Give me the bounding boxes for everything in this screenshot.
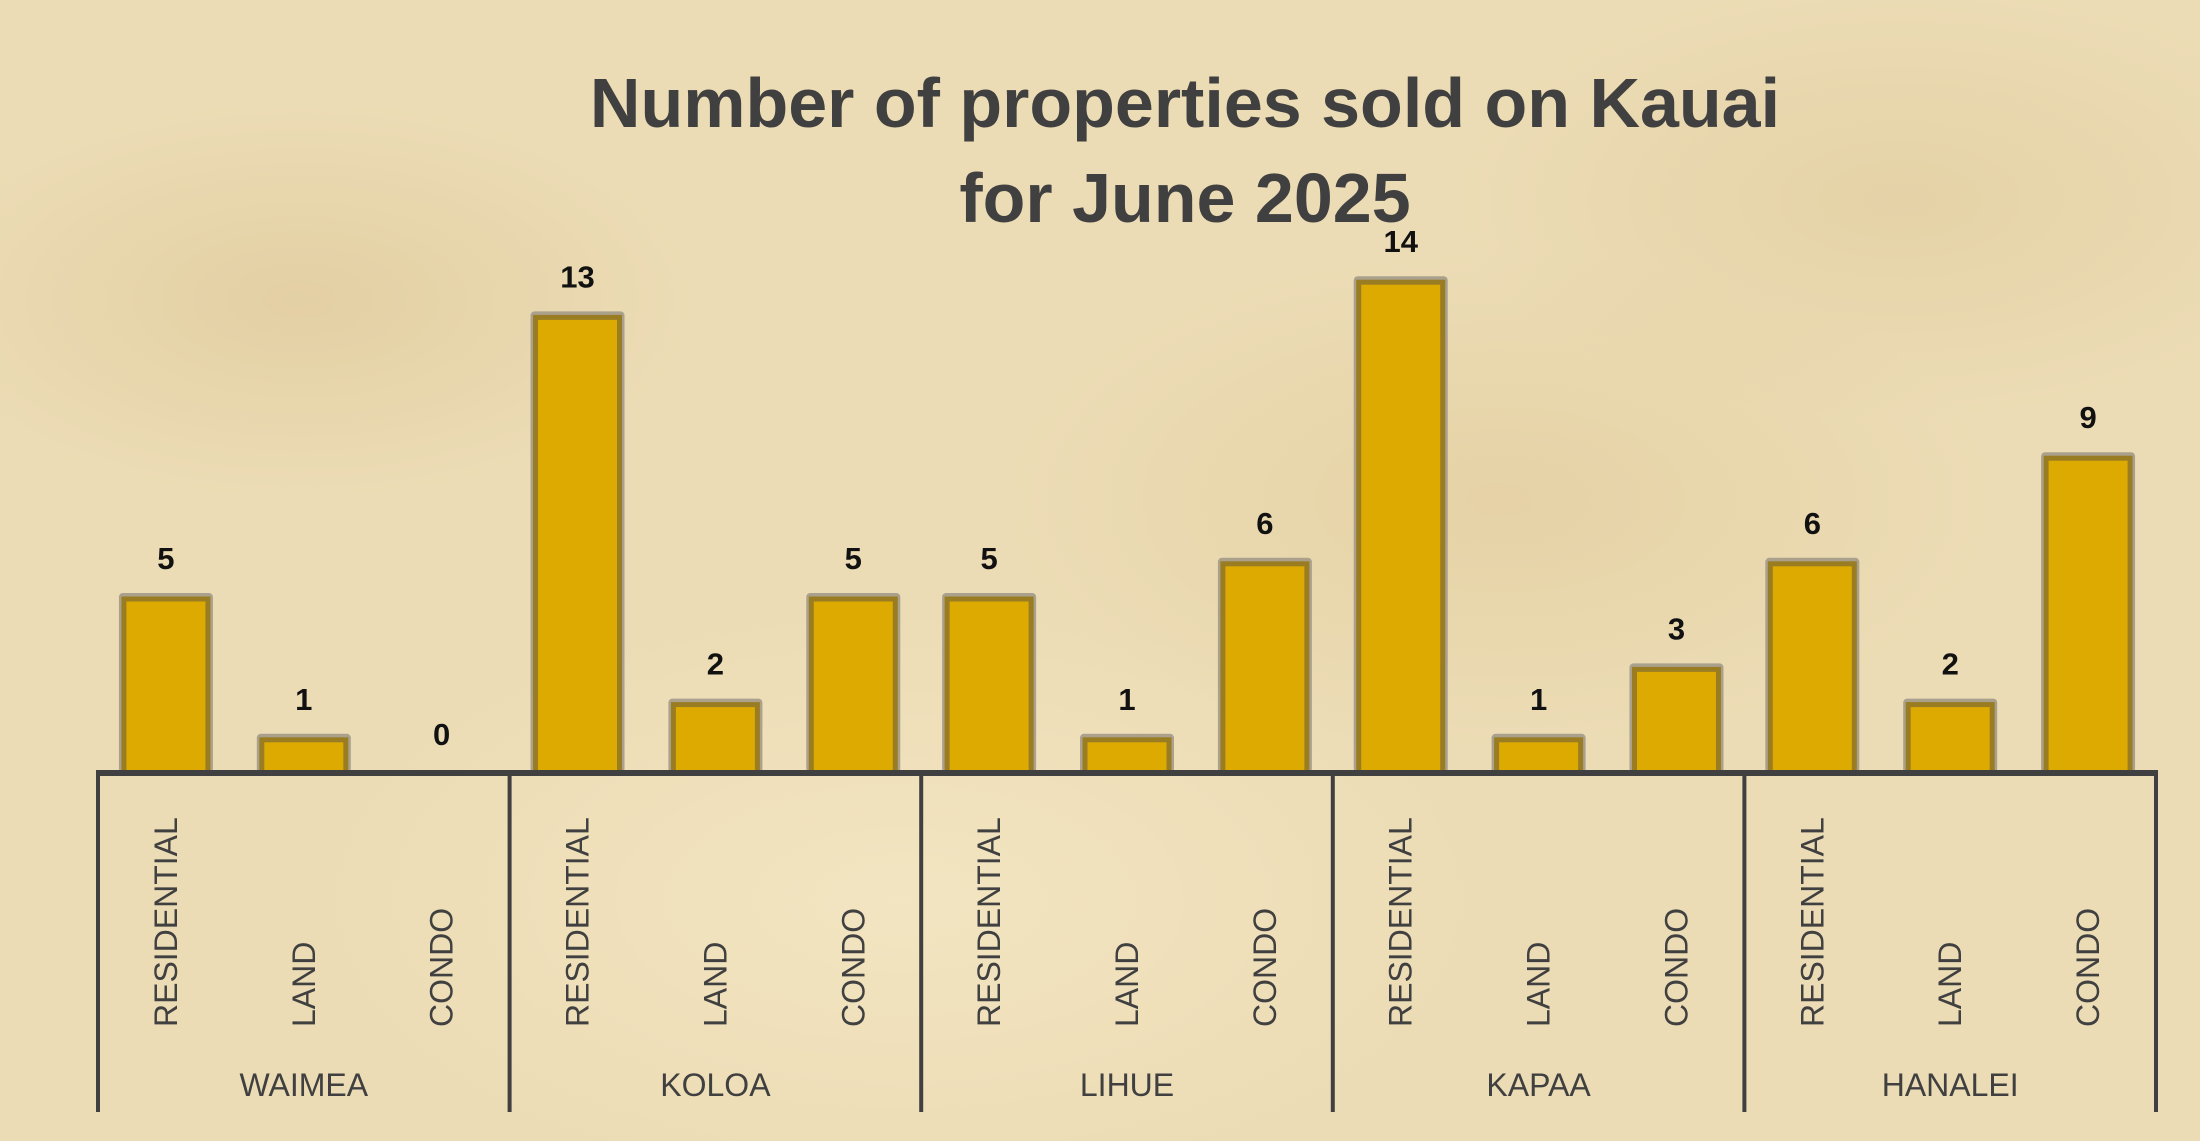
bar [121, 596, 211, 776]
bar [1767, 561, 1857, 776]
category-tick-label: LAND [1109, 942, 1145, 1027]
data-label: 0 [433, 717, 450, 752]
bar [533, 314, 623, 776]
bar [1494, 737, 1584, 776]
chart-title-line-2: for June 2025 [959, 159, 1410, 237]
data-label: 1 [1118, 682, 1135, 717]
bar [1082, 737, 1172, 776]
bar [808, 596, 898, 776]
bar [670, 702, 760, 776]
group-label: KOLOA [660, 1067, 771, 1103]
category-tick-label: CONDO [835, 908, 871, 1027]
data-label: 13 [560, 259, 594, 294]
data-label: 6 [1804, 506, 1821, 541]
chart-title-line-1: Number of properties sold on Kauai [590, 64, 1780, 142]
bar [1631, 666, 1721, 776]
data-label: 9 [2079, 400, 2096, 435]
bar [1905, 702, 1995, 776]
data-label: 5 [980, 541, 997, 576]
group-label: LIHUE [1080, 1067, 1174, 1103]
category-tick-label: CONDO [424, 908, 460, 1027]
category-tick-label: LAND [1932, 942, 1968, 1027]
category-tick-label: LAND [1521, 942, 1557, 1027]
data-label: 3 [1668, 611, 1685, 646]
group-label: WAIMEA [240, 1067, 369, 1103]
category-tick-label: RESIDENTIAL [148, 817, 184, 1027]
category-tick-label: RESIDENTIAL [560, 817, 596, 1027]
data-label: 1 [1530, 682, 1547, 717]
category-tick-label: RESIDENTIAL [971, 817, 1007, 1027]
category-tick-label: CONDO [2070, 908, 2106, 1027]
group-label: HANALEI [1882, 1067, 2019, 1103]
data-label: 14 [1383, 224, 1418, 259]
group-label: KAPAA [1486, 1067, 1591, 1103]
data-label: 5 [845, 541, 862, 576]
data-label: 2 [1942, 647, 1959, 682]
bar [1220, 561, 1310, 776]
category-tick-label: LAND [286, 942, 322, 1027]
category-tick-label: RESIDENTIAL [1794, 817, 1830, 1027]
category-tick-label: CONDO [1247, 908, 1283, 1027]
data-label: 6 [1256, 506, 1273, 541]
category-tick-label: RESIDENTIAL [1383, 817, 1419, 1027]
category-tick-label: LAND [697, 942, 733, 1027]
category-tick-label: CONDO [1658, 908, 1694, 1027]
data-label: 1 [295, 682, 312, 717]
data-label: 2 [707, 647, 724, 682]
bar [1356, 279, 1446, 776]
bar [259, 737, 349, 776]
data-label: 5 [157, 541, 174, 576]
bar [2043, 455, 2133, 776]
bar [944, 596, 1034, 776]
